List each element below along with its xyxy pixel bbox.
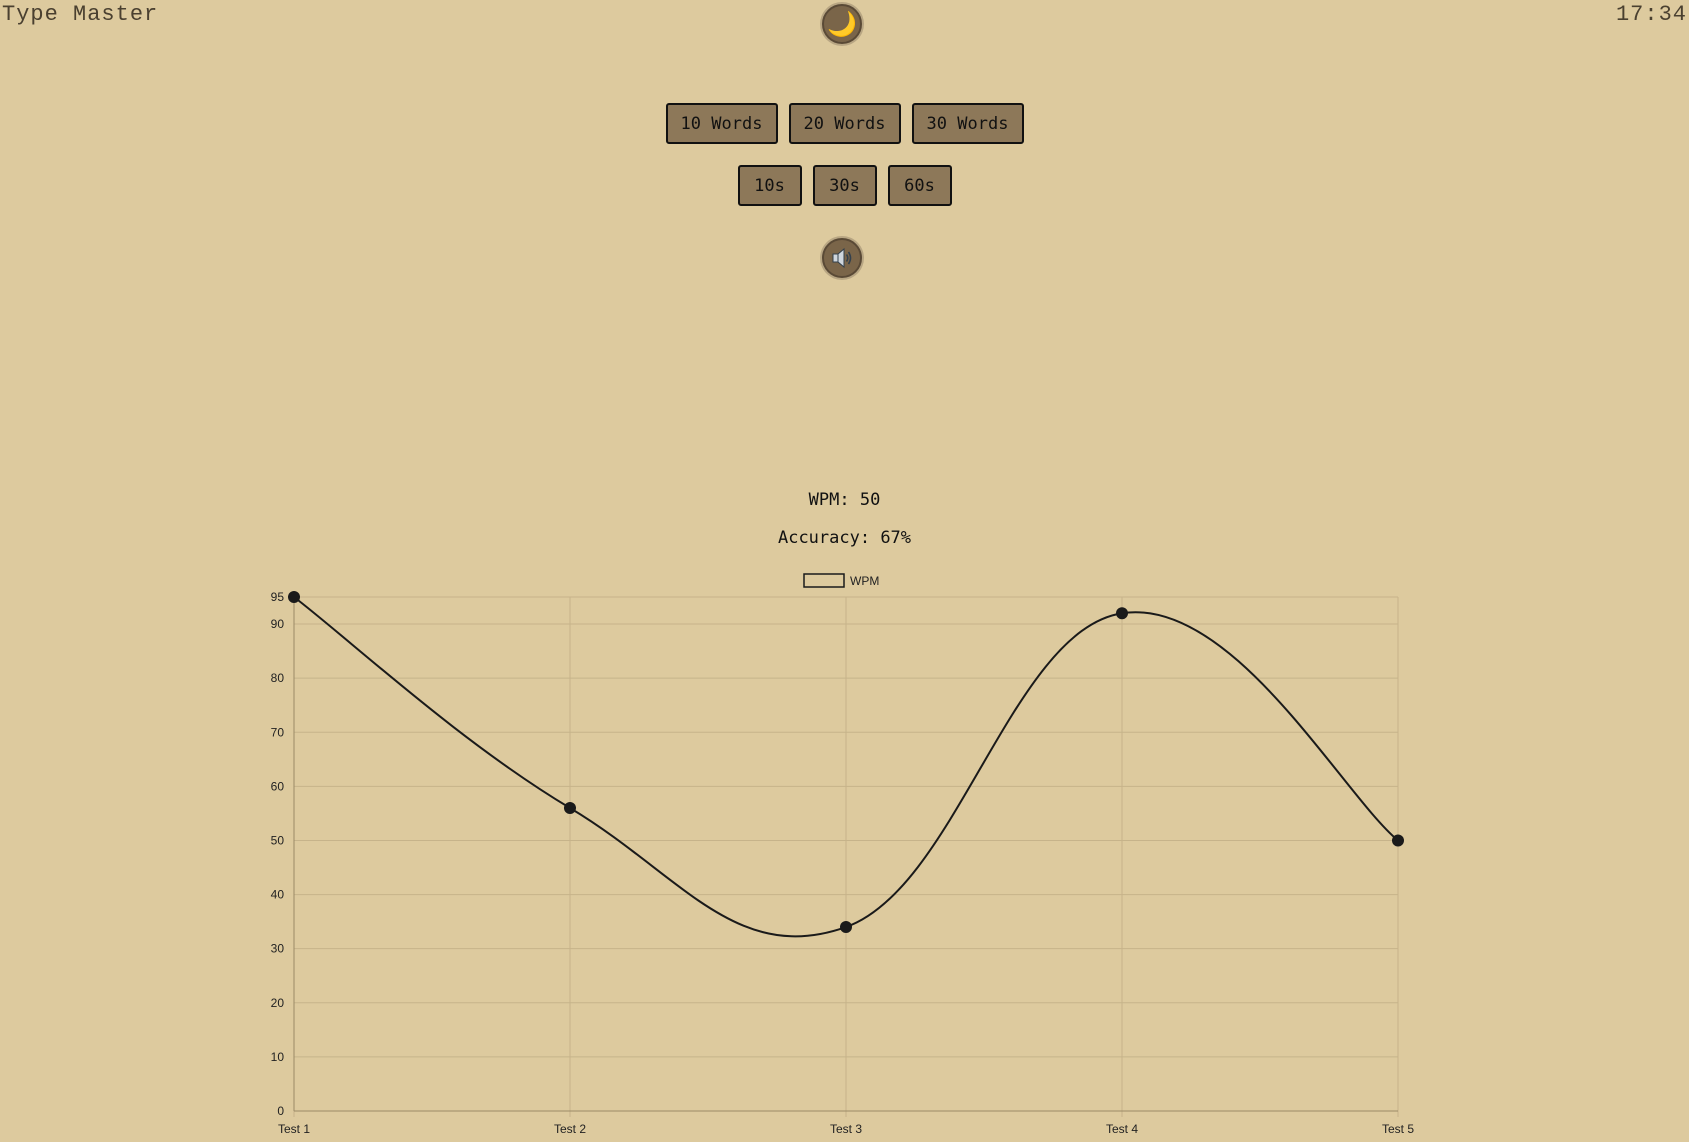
moon-icon: 🌙	[827, 10, 857, 38]
sound-toggle-button[interactable]	[822, 238, 862, 278]
accuracy-stat: Accuracy: 67%	[777, 528, 912, 548]
legend-swatch	[803, 573, 845, 588]
mode-20-words-button[interactable]: 20 Words	[788, 103, 901, 144]
y-tick-label: 40	[271, 888, 285, 902]
theme-toggle-button[interactable]: 🌙	[822, 4, 862, 44]
wpm-data-point	[1116, 607, 1128, 620]
mode-30s-button[interactable]: 30s	[812, 165, 877, 206]
x-tick-label: Test 2	[554, 1122, 586, 1136]
x-tick-label: Test 3	[830, 1122, 862, 1136]
mode-10-words-button[interactable]: 10 Words	[665, 103, 778, 144]
app-title: Type Master	[2, 2, 159, 27]
y-tick-label: 80	[271, 671, 285, 685]
y-tick-label: 50	[271, 833, 285, 847]
speaker-icon	[832, 247, 852, 269]
mode-60s-button[interactable]: 60s	[887, 165, 952, 206]
wpm-history-chart: WPM 0 10 20 30 40 50 60 70 80 90 95 Test 1 Test 2 Test…	[271, 573, 1414, 1136]
y-tick-label: 0	[277, 1104, 284, 1118]
wpm-data-point	[564, 802, 576, 815]
wpm-data-point	[1392, 834, 1404, 847]
wpm-data-point	[840, 921, 852, 934]
x-tick-label: Test 4	[1106, 1122, 1138, 1136]
clock: 17:34	[1615, 2, 1687, 27]
mode-10s-button[interactable]: 10s	[737, 165, 802, 206]
y-tick-label: 10	[271, 1050, 285, 1064]
y-tick-label: 60	[271, 779, 285, 793]
mode-30-words-button[interactable]: 30 Words	[911, 103, 1024, 144]
wpm-data-point	[288, 591, 300, 603]
y-tick-label: 95	[271, 590, 285, 604]
y-tick-label: 20	[271, 996, 285, 1010]
wpm-series-line	[293, 596, 1399, 938]
x-tick-label: Test 5	[1382, 1122, 1414, 1136]
y-tick-label: 90	[271, 617, 285, 631]
time-mode-group: 10s 30s 60s	[0, 165, 1689, 206]
legend-label: WPM	[850, 574, 879, 588]
wpm-stat: WPM: 50	[808, 490, 881, 510]
word-mode-group: 10 Words 20 Words 30 Words	[0, 103, 1689, 144]
y-tick-label: 70	[271, 725, 285, 739]
y-tick-label: 30	[271, 942, 285, 956]
x-tick-label: Test 1	[278, 1122, 310, 1136]
